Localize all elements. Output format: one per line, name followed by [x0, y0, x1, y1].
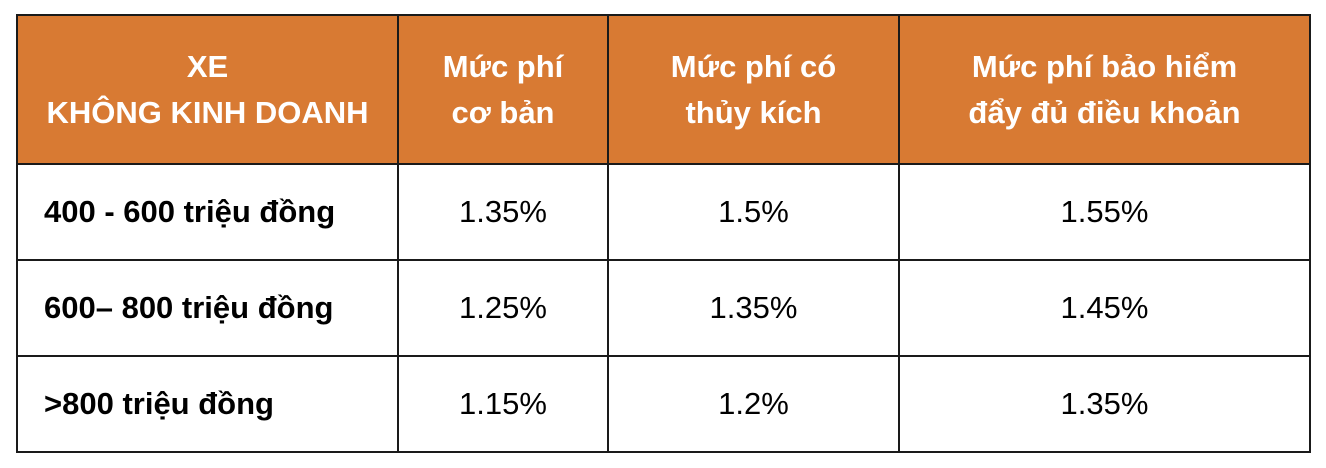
flood-fee-cell: 1.5%: [607, 163, 900, 261]
table-row: 600– 800 triệu đồng 1.25% 1.35% 1.45%: [16, 259, 1311, 357]
header-line: cơ bản: [451, 94, 555, 130]
basic-fee-cell: 1.25%: [397, 259, 609, 357]
header-row: XE KHÔNG KINH DOANH Mức phí cơ bản Mức p…: [16, 14, 1311, 165]
header-line: KHÔNG KINH DOANH: [46, 94, 369, 130]
header-line: Mức phí bảo hiểm: [971, 48, 1238, 84]
price-range-label: 400 - 600 triệu đồng: [16, 163, 399, 261]
flood-fee-cell: 1.2%: [607, 355, 900, 453]
header-line: thủy kích: [685, 94, 822, 130]
header-flood-fee: Mức phí có thủy kích: [607, 14, 900, 165]
header-vehicle-type: XE KHÔNG KINH DOANH: [16, 14, 399, 165]
table-row: 400 - 600 triệu đồng 1.35% 1.5% 1.55%: [16, 163, 1311, 261]
price-range-label: >800 triệu đồng: [16, 355, 399, 453]
basic-fee-cell: 1.15%: [397, 355, 609, 453]
full-coverage-fee-cell: 1.45%: [898, 259, 1311, 357]
table-row: >800 triệu đồng 1.15% 1.2% 1.35%: [16, 355, 1311, 453]
insurance-rate-table: XE KHÔNG KINH DOANH Mức phí cơ bản Mức p…: [16, 14, 1311, 453]
price-range-label: 600– 800 triệu đồng: [16, 259, 399, 357]
full-coverage-fee-cell: 1.55%: [898, 163, 1311, 261]
table-header: XE KHÔNG KINH DOANH Mức phí cơ bản Mức p…: [16, 14, 1311, 165]
flood-fee-cell: 1.35%: [607, 259, 900, 357]
header-basic-fee: Mức phí cơ bản: [397, 14, 609, 165]
header-full-coverage-fee: Mức phí bảo hiểm đẩy đủ điều khoản: [898, 14, 1311, 165]
basic-fee-cell: 1.35%: [397, 163, 609, 261]
full-coverage-fee-cell: 1.35%: [898, 355, 1311, 453]
table-body: 400 - 600 triệu đồng 1.35% 1.5% 1.55% 60…: [16, 163, 1311, 453]
header-line: XE: [186, 48, 229, 84]
header-line: đẩy đủ điều khoản: [968, 94, 1241, 130]
header-line: Mức phí có: [670, 48, 837, 84]
header-line: Mức phí: [442, 48, 564, 84]
